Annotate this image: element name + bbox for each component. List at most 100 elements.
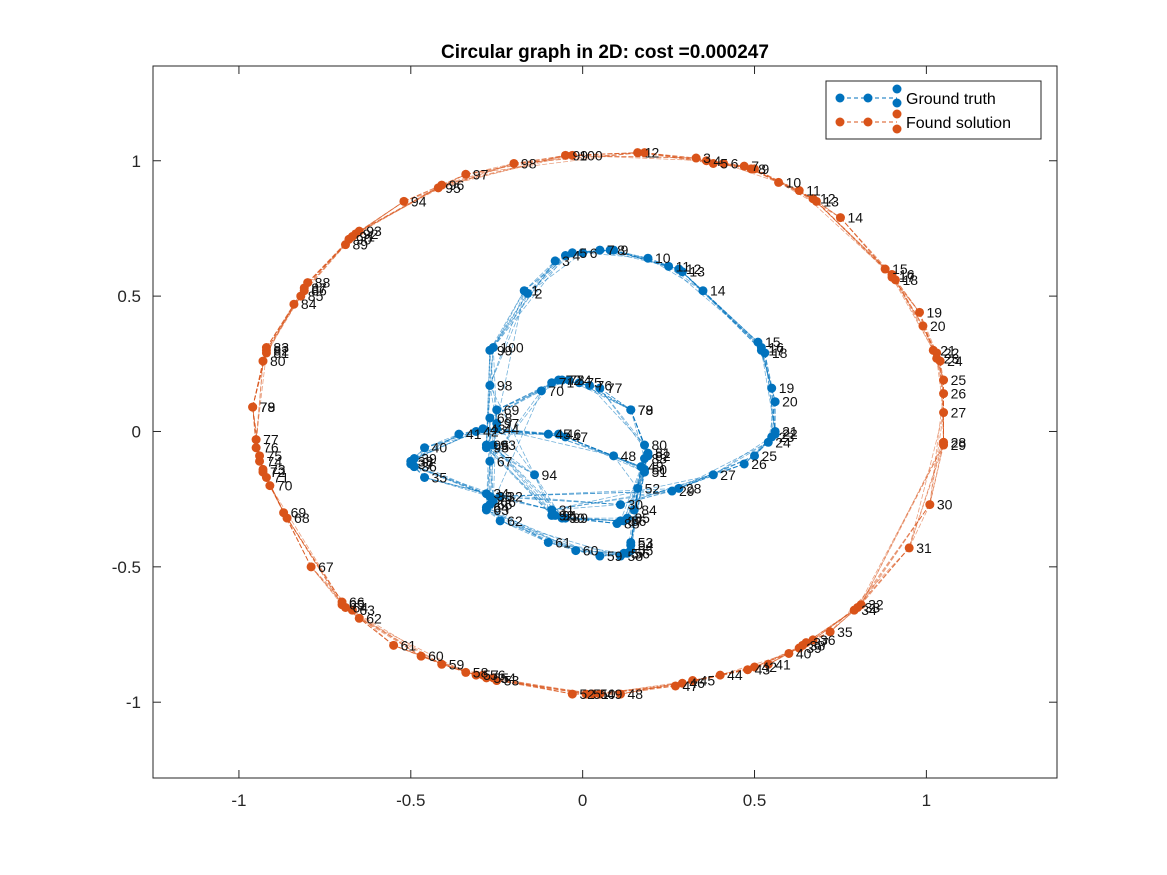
found-solution-node-label: 91 bbox=[359, 229, 375, 245]
ground-truth-edge bbox=[499, 520, 549, 543]
found-solution-node-label: 1 bbox=[645, 145, 653, 161]
found-solution-point bbox=[904, 543, 914, 553]
ground-truth-node-label: 20 bbox=[782, 394, 798, 410]
ground-truth-point bbox=[481, 440, 491, 450]
found-solution-edge bbox=[675, 669, 748, 687]
chart-title: Circular graph in 2D: cost =0.000247 bbox=[441, 42, 769, 63]
found-solution-edge bbox=[816, 201, 893, 278]
ground-truth-edge bbox=[630, 409, 649, 456]
ground-truth-edge bbox=[589, 385, 645, 446]
ground-truth-node-label: 5 bbox=[579, 245, 587, 261]
found-solution-node-label: 44 bbox=[727, 667, 743, 683]
found-solution-point bbox=[739, 161, 749, 171]
ground-truth-point bbox=[640, 454, 650, 464]
found-solution-edge bbox=[908, 504, 931, 549]
ground-truth-point bbox=[488, 343, 498, 353]
ground-truth-edge bbox=[492, 444, 553, 516]
found-solution-node-label: 76 bbox=[263, 440, 279, 456]
found-solution-node-label: 57 bbox=[483, 667, 499, 683]
ground-truth-node-label: 64 bbox=[493, 499, 509, 515]
found-solution-node-label: 11 bbox=[806, 183, 821, 199]
found-solution-point bbox=[354, 226, 364, 236]
ground-truth-point bbox=[485, 380, 495, 390]
found-solution-point bbox=[389, 640, 399, 650]
found-solution-point bbox=[825, 627, 835, 637]
ground-truth-node-label: 35 bbox=[432, 469, 448, 485]
ground-truth-node-label: 40 bbox=[432, 440, 448, 456]
ground-truth-point bbox=[485, 413, 495, 423]
found-solution-point bbox=[763, 659, 773, 669]
ground-truth-node-label: 55 bbox=[638, 543, 654, 559]
found-solution-edge bbox=[723, 163, 755, 170]
found-solution-node-label: 21 bbox=[940, 342, 956, 358]
ground-truth-node-label: 90 bbox=[569, 510, 585, 526]
found-solution-node-label: 26 bbox=[951, 386, 967, 402]
y-tick-label: 0.5 bbox=[117, 287, 141, 306]
found-solution-node-label: 48 bbox=[627, 686, 643, 702]
ground-truth-edge bbox=[492, 293, 528, 348]
found-solution-point bbox=[399, 196, 409, 206]
ground-truth-point bbox=[615, 551, 625, 561]
ground-truth-edge bbox=[551, 504, 621, 511]
found-solution-edge bbox=[465, 154, 573, 175]
ground-truth-node-label: 45 bbox=[555, 426, 571, 442]
ground-truth-edge bbox=[492, 255, 566, 348]
found-solution-point bbox=[688, 676, 698, 686]
ground-truth-node-label: 27 bbox=[720, 467, 736, 483]
found-solution-edge bbox=[359, 173, 466, 232]
ground-truth-edge bbox=[486, 447, 556, 516]
found-solution-point bbox=[289, 299, 299, 309]
found-solution-node-label: 85 bbox=[308, 288, 324, 304]
ground-truth-node-label: 21 bbox=[782, 423, 798, 439]
found-solution-edge bbox=[352, 609, 442, 665]
ground-truth-edge bbox=[764, 352, 776, 402]
ground-truth-point bbox=[547, 378, 557, 388]
found-solution-node-label: 51 bbox=[593, 686, 609, 702]
found-solution-node-label: 97 bbox=[473, 166, 489, 182]
ground-truth-edge bbox=[489, 385, 535, 475]
ground-truth-point bbox=[471, 426, 481, 436]
found-solution-node-label: 37 bbox=[813, 635, 829, 651]
found-solution-node-label: 27 bbox=[951, 405, 967, 421]
ground-truth-node-label: 76 bbox=[597, 377, 613, 393]
ground-truth-node-label: 30 bbox=[627, 497, 643, 513]
found-solution-node-label: 23 bbox=[944, 350, 960, 366]
found-solution-point bbox=[808, 635, 818, 645]
ground-truth-edge bbox=[582, 252, 648, 259]
ground-truth-point bbox=[609, 245, 619, 255]
ground-truth-edge bbox=[496, 428, 566, 438]
ground-truth-edge bbox=[492, 260, 556, 348]
ground-truth-node-label: 58 bbox=[627, 548, 643, 564]
ground-truth-node-label: 84 bbox=[641, 502, 657, 518]
ground-truth-point bbox=[478, 424, 488, 434]
ground-truth-edge bbox=[414, 433, 460, 459]
x-tick-label: -0.5 bbox=[396, 791, 425, 810]
ground-truth-node-label: 53 bbox=[638, 534, 654, 550]
found-solution-node-label: 77 bbox=[263, 432, 279, 448]
ground-truth-node-label: 11 bbox=[676, 258, 691, 274]
found-solution-point bbox=[708, 158, 718, 168]
ground-truth-point bbox=[595, 551, 605, 561]
found-solution-edge bbox=[572, 152, 645, 156]
ground-truth-node-label: 43 bbox=[490, 421, 506, 437]
x-tick-label: 0.5 bbox=[743, 791, 767, 810]
ground-truth-node-label: 17 bbox=[768, 342, 784, 358]
found-solution-edge bbox=[908, 442, 944, 549]
ground-truth-edge bbox=[565, 436, 645, 470]
legend-label-ground-truth: Ground truth bbox=[906, 91, 996, 108]
found-solution-node-label: 25 bbox=[951, 372, 967, 388]
found-solution-node-label: 52 bbox=[579, 686, 595, 702]
found-solution-node-label: 58 bbox=[473, 664, 489, 680]
found-solution-edge bbox=[393, 644, 422, 657]
found-solution-edge bbox=[853, 504, 931, 611]
ground-truth-edge bbox=[489, 504, 549, 543]
ground-truth-node-label: 88 bbox=[624, 516, 640, 532]
found-solution-edge bbox=[255, 361, 264, 440]
found-solution-node-label: 10 bbox=[786, 174, 802, 190]
ground-truth-node-label: 8 bbox=[617, 242, 625, 258]
ground-truth-edge bbox=[713, 436, 772, 476]
found-solution-point bbox=[488, 673, 498, 683]
found-solution-point bbox=[437, 659, 447, 669]
ground-truth-node-label: 86 bbox=[631, 513, 647, 529]
ground-truth-point bbox=[454, 429, 464, 439]
